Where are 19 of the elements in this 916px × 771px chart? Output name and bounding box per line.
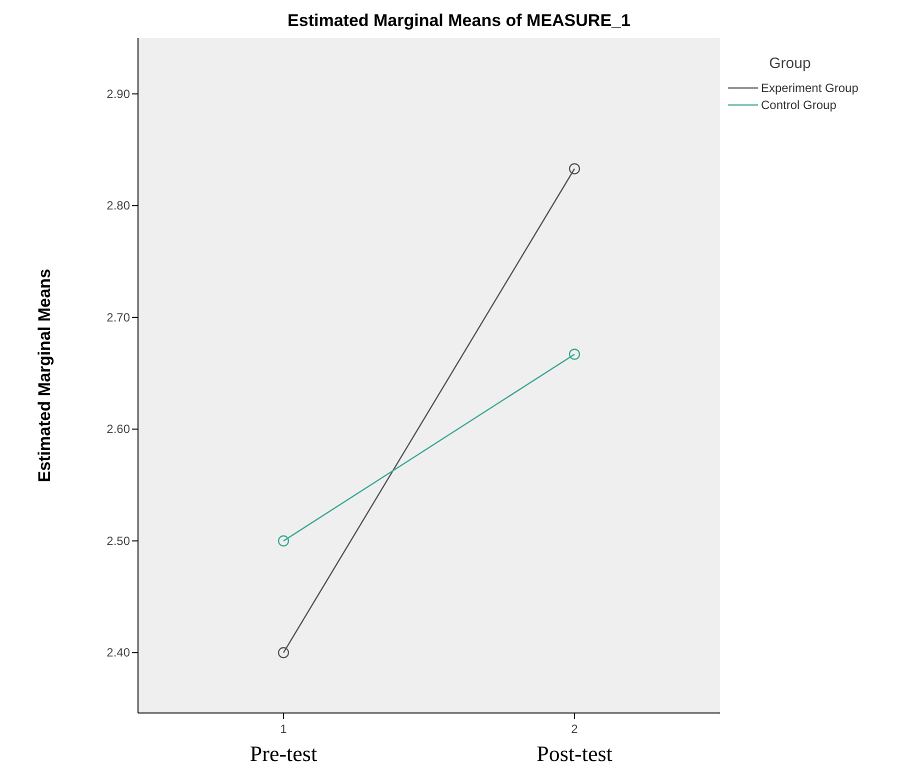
text: Pre-test xyxy=(250,741,318,766)
x-tick-label: 1 xyxy=(280,722,288,736)
x-tick-label: 2 xyxy=(571,722,578,736)
point xyxy=(278,535,290,546)
legend-label: Experiment Group xyxy=(761,81,859,95)
point xyxy=(278,647,290,658)
y-tick-label: 2.40 xyxy=(106,646,130,660)
y-tick-label: 2.70 xyxy=(106,310,130,324)
y-tick-label: 2.60 xyxy=(106,422,130,436)
y-tick-label: 2.90 xyxy=(106,86,130,101)
y-tick-label: 2.80 xyxy=(106,198,130,213)
chart-title: Estimated Marginal Means of MEASURE_1 xyxy=(288,11,630,30)
point xyxy=(568,163,580,174)
legend-title: Group xyxy=(769,55,811,72)
y-axis-title: Estimated Marginal Means xyxy=(35,268,54,482)
point xyxy=(568,348,580,360)
y-tick-label: 2.50 xyxy=(106,534,130,548)
legend-label: Control Group xyxy=(761,98,837,112)
text: Post-test xyxy=(536,741,612,766)
